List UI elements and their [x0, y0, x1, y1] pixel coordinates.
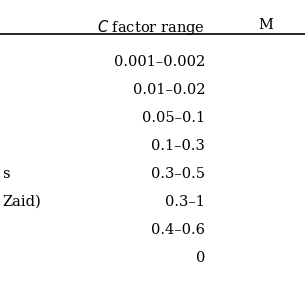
- Text: s: s: [2, 167, 10, 181]
- Text: Zaid): Zaid): [2, 195, 41, 209]
- Text: 0.05–0.1: 0.05–0.1: [142, 111, 205, 125]
- Text: 0: 0: [196, 251, 205, 265]
- Text: $C$ factor range: $C$ factor range: [97, 18, 205, 37]
- Text: 0.4–0.6: 0.4–0.6: [151, 223, 205, 237]
- Text: M: M: [258, 18, 273, 32]
- Text: 0.1–0.3: 0.1–0.3: [151, 139, 205, 153]
- Text: 0.3–0.5: 0.3–0.5: [151, 167, 205, 181]
- Text: 0.01–0.02: 0.01–0.02: [132, 83, 205, 97]
- Text: 0.3–1: 0.3–1: [165, 195, 205, 209]
- Text: 0.001–0.002: 0.001–0.002: [114, 55, 205, 69]
